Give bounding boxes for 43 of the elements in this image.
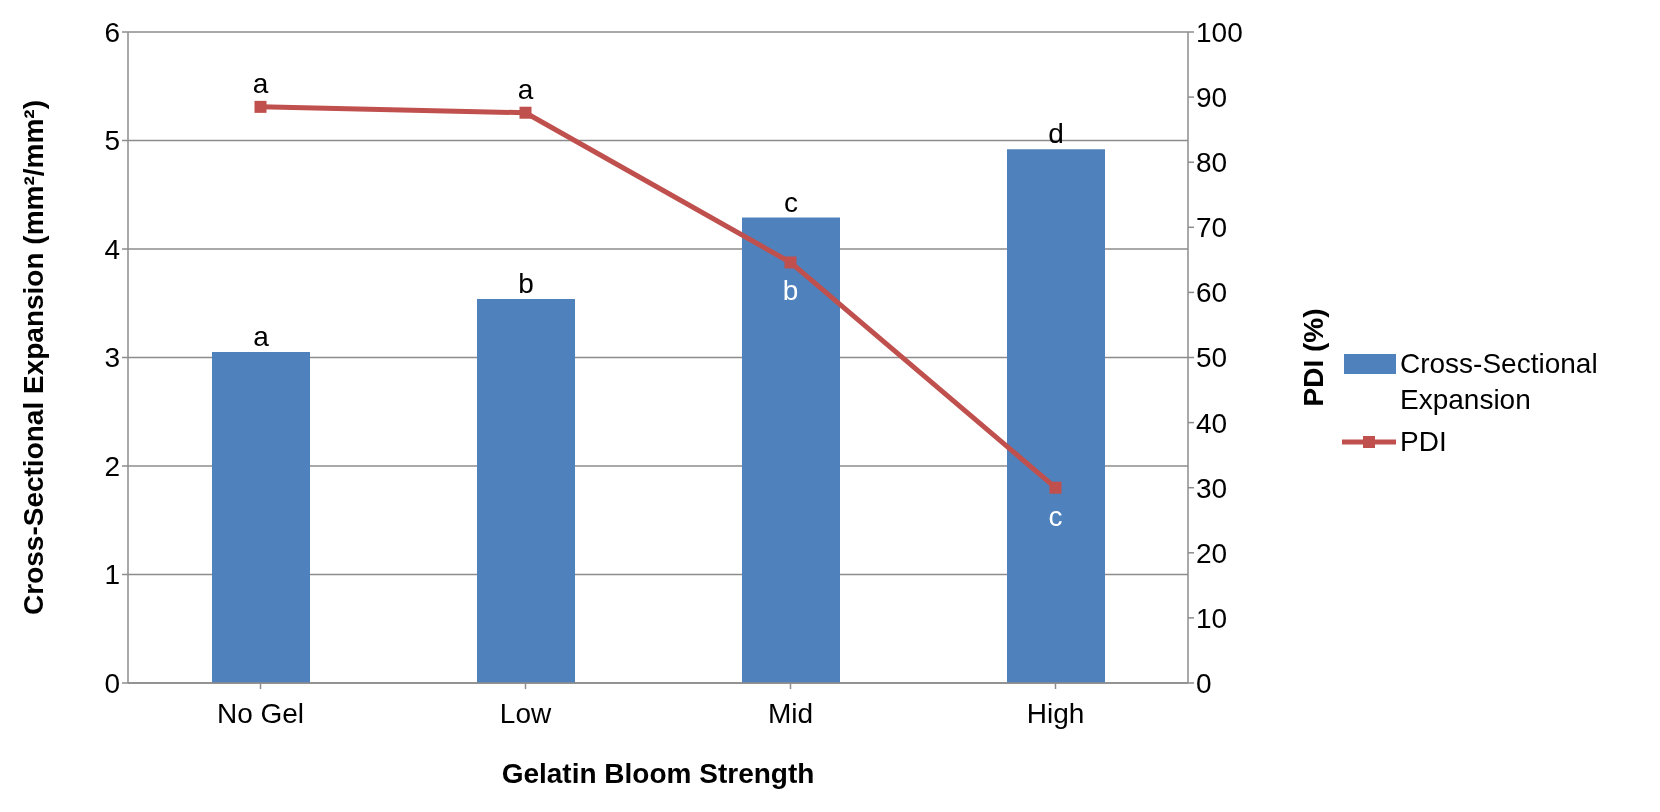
y-tick-label: 6 — [104, 16, 120, 48]
data-label: a — [252, 67, 269, 99]
y2-tick-label: 60 — [1196, 277, 1228, 309]
y2-tick-label: 90 — [1196, 82, 1228, 114]
point — [1049, 481, 1062, 494]
data-label: c — [784, 186, 798, 218]
y2-tick-label: 20 — [1196, 537, 1228, 569]
y-tick-label: 1 — [104, 559, 120, 591]
y2-tick-label: 40 — [1196, 407, 1228, 439]
point — [519, 106, 532, 119]
y2-tick-label: 30 — [1196, 472, 1228, 504]
bar — [1007, 149, 1105, 683]
bar — [742, 217, 840, 683]
x-tick-label: No Gel — [216, 697, 305, 729]
x-tick-label: Mid — [767, 697, 814, 729]
legend-label: PDI — [1400, 424, 1447, 459]
y2-tick-label: 50 — [1196, 342, 1228, 374]
x-axis-title: Gelatin Bloom Strength — [501, 758, 815, 789]
y2-tick-label: 100 — [1196, 16, 1243, 48]
y2-axis-title: PDI (%) — [1297, 308, 1329, 407]
y-tick-label: 5 — [104, 125, 120, 157]
point — [784, 256, 797, 269]
data-label: a — [517, 73, 534, 105]
y-tick-label: 0 — [104, 667, 120, 699]
y-tick-label: 3 — [104, 342, 120, 374]
x-tick-label: Low — [499, 697, 552, 729]
data-label: a — [253, 321, 270, 353]
bar — [212, 352, 310, 683]
legend-label: Cross-Sectional Expansion — [1400, 346, 1599, 417]
data-label: b — [782, 275, 799, 307]
y-axis-title: Cross-Sectional Expansion (mm²/mm²) — [17, 100, 49, 615]
y2-tick-label: 70 — [1196, 212, 1228, 244]
data-label: c — [1048, 500, 1063, 532]
y2-tick-label: 0 — [1196, 667, 1212, 699]
y2-tick-label: 80 — [1196, 147, 1228, 179]
data-label: b — [518, 267, 534, 299]
point — [254, 100, 267, 113]
y2-tick-label: 10 — [1196, 602, 1228, 634]
bar — [477, 298, 575, 683]
y-tick-label: 4 — [104, 233, 120, 265]
y-tick-label: 2 — [104, 450, 120, 482]
x-tick-label: High — [1026, 697, 1085, 729]
data-label: d — [1048, 118, 1064, 150]
